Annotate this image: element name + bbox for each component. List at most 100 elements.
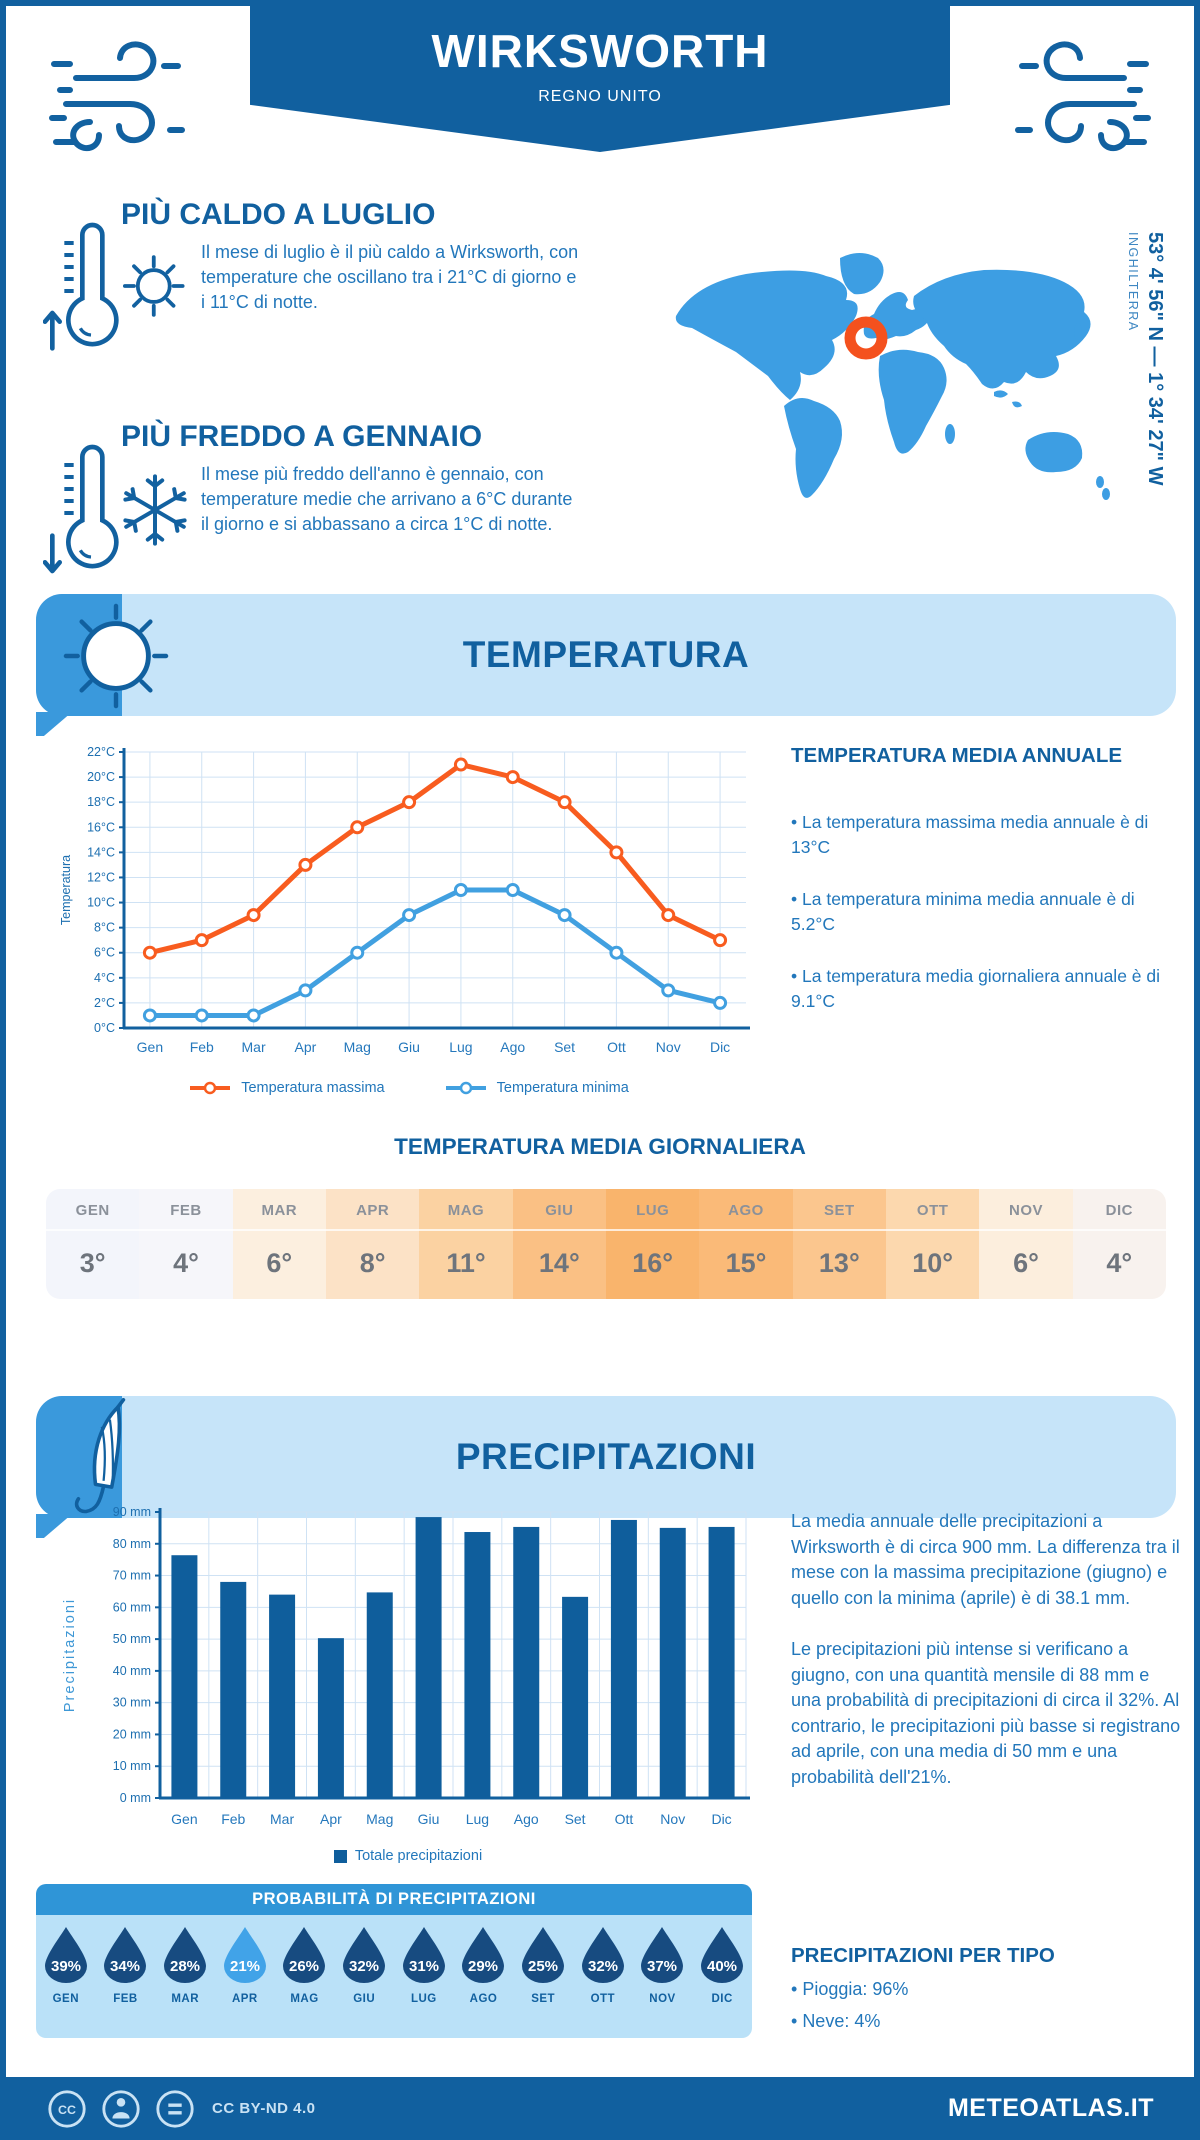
svg-text:34%: 34% <box>110 1958 140 1975</box>
wind-icon <box>1015 41 1151 152</box>
table-value: 4° <box>1106 1248 1133 1278</box>
svg-text:Dic: Dic <box>710 1039 730 1055</box>
droplet-month: AGO <box>469 1993 498 2005</box>
table-column: OTT 10° <box>886 1189 980 1299</box>
daily-temperature-heading: TEMPERATURA MEDIA GIORNALIERA <box>394 1134 806 1159</box>
probability-droplet: 28% MAR <box>155 1925 215 2038</box>
svg-text:8°C: 8°C <box>94 921 115 935</box>
precipitation-by-type-panel: PRECIPITAZIONI PER TIPO Pioggia: 96% Neve… <box>791 1944 1181 2032</box>
table-column: MAR 6° <box>232 1189 326 1299</box>
svg-text:30 mm: 30 mm <box>113 1696 151 1710</box>
droplet-month: MAR <box>171 1993 200 2005</box>
svg-text:29%: 29% <box>468 1958 498 1975</box>
legend-item-total: Totale precipitazioni <box>333 1848 482 1864</box>
svg-text:Apr: Apr <box>320 1811 342 1827</box>
header-banner: WIRKSWORTH REGNO UNITO <box>250 6 950 152</box>
svg-text:Mag: Mag <box>366 1811 393 1827</box>
highlight-coldest-text: Il mese più freddo dell'anno è gennaio, … <box>201 464 573 534</box>
probability-droplet: 31% LUG <box>394 1925 454 2038</box>
svg-text:Precipitazioni: Precipitazioni <box>62 1598 78 1712</box>
droplet-icon: 32% <box>343 1927 386 1983</box>
table-column: APR 8° <box>326 1189 420 1299</box>
site-name: METEOATLAS.IT <box>947 2094 1154 2122</box>
table-column: GEN 3° <box>46 1189 140 1299</box>
droplet-icon: 26% <box>283 1927 326 1983</box>
droplet-month: APR <box>231 1993 258 2005</box>
probability-droplet: 32% GIU <box>334 1925 394 2038</box>
thermometer-down-icon <box>43 444 119 574</box>
table-value: 13° <box>818 1248 860 1278</box>
table-column: LUG 16° <box>606 1189 700 1299</box>
table-value: 16° <box>632 1248 674 1278</box>
svg-text:60 mm: 60 mm <box>113 1600 151 1614</box>
precipitation-paragraph: Le precipitazioni più intense si verific… <box>791 1639 1181 1787</box>
page-title: WIRKSWORTH <box>431 25 769 77</box>
droplet-month: OTT <box>590 1993 616 2005</box>
probability-droplet: 37% NOV <box>633 1925 693 2038</box>
highlight-coldest-title: PIÙ FREDDO A GENNAIO <box>121 420 483 453</box>
droplet-icon: 40% <box>701 1927 744 1983</box>
svg-text:21%: 21% <box>230 1958 260 1975</box>
svg-text:20 mm: 20 mm <box>113 1727 151 1741</box>
svg-text:90 mm: 90 mm <box>113 1505 151 1519</box>
table-value: 10° <box>912 1248 954 1278</box>
probability-heading: PROBABILITÀ DI PRECIPITAZIONI <box>36 1884 752 1915</box>
probability-droplet: 40% DIC <box>692 1925 752 2038</box>
svg-text:70 mm: 70 mm <box>113 1569 151 1583</box>
svg-text:22°C: 22°C <box>87 745 115 759</box>
probability-droplet: 39% GEN <box>36 1925 96 2038</box>
table-value: 6° <box>266 1248 293 1278</box>
umbrella-icon <box>74 1398 126 1514</box>
svg-text:Feb: Feb <box>221 1811 245 1827</box>
svg-text:Giu: Giu <box>398 1039 420 1055</box>
precipitation-chart-legend: Totale precipitazioni <box>58 1848 758 1864</box>
coordinates-text: 53° 4' 56" N — 1° 34' 27" W <box>1144 232 1166 486</box>
svg-text:Mag: Mag <box>344 1039 371 1055</box>
svg-text:Lug: Lug <box>466 1811 489 1827</box>
table-column: AGO 15° <box>699 1189 793 1299</box>
annual-bullet: La temperatura minima media annuale è di… <box>791 887 1179 938</box>
table-column: MAG 11° <box>419 1189 513 1299</box>
droplet-month: LUG <box>410 1993 437 2005</box>
droplet-icon: 29% <box>462 1927 505 1983</box>
svg-text:Nov: Nov <box>656 1039 681 1055</box>
droplet-icon: 31% <box>402 1927 445 1983</box>
highlight-warmest-text: Il mese di luglio è il più caldo a Wirks… <box>201 242 579 312</box>
probability-droplets: 39% GEN 34% FEB 28% MAR 21% APR 26% MAG … <box>36 1915 752 2038</box>
table-column: GIU 14° <box>512 1189 606 1299</box>
table-column: DIC 4° <box>1072 1189 1166 1299</box>
svg-text:Dic: Dic <box>711 1811 731 1827</box>
cc-icon: CC <box>48 2089 86 2128</box>
by-type-items: Pioggia: 96% Neve: 4% <box>791 1979 1181 2032</box>
table-value: 8° <box>359 1248 386 1278</box>
legend-label-min: Temperatura minima <box>496 1080 629 1096</box>
precipitation-probability-box: PROBABILITÀ DI PRECIPITAZIONI 39% GEN 34… <box>36 1884 752 2038</box>
svg-text:10 mm: 10 mm <box>113 1759 151 1773</box>
svg-text:40 mm: 40 mm <box>113 1664 151 1678</box>
table-column: FEB 4° <box>139 1189 233 1299</box>
table-value: 14° <box>538 1248 580 1278</box>
droplet-month: DIC <box>711 1993 733 2005</box>
svg-text:18°C: 18°C <box>87 795 115 809</box>
table-value: 11° <box>446 1248 486 1278</box>
precipitation-paragraph: La media annuale delle precipitazioni a … <box>791 1511 1180 1608</box>
svg-text:28%: 28% <box>170 1958 200 1975</box>
annual-temperature-heading: TEMPERATURA MEDIA ANNUALE <box>791 744 1123 767</box>
table-column: SET 13° <box>792 1189 886 1299</box>
table-month: MAR <box>232 1189 326 1231</box>
sun-icon <box>122 255 185 317</box>
table-month: DIC <box>1072 1189 1166 1231</box>
table-month: LUG <box>606 1189 700 1231</box>
svg-text:Feb: Feb <box>190 1039 214 1055</box>
table-value: 4° <box>173 1248 199 1278</box>
probability-droplet: 29% AGO <box>454 1925 514 2038</box>
legend-item-max: Temperatura massima <box>187 1080 385 1096</box>
droplet-icon: 34% <box>104 1927 147 1983</box>
svg-text:Set: Set <box>565 1811 586 1827</box>
svg-text:Ott: Ott <box>615 1811 634 1827</box>
droplet-icon: 32% <box>581 1927 624 1983</box>
precipitation-banner: PRECIPITAZIONI <box>36 1396 1176 1518</box>
svg-text:32%: 32% <box>349 1958 379 1975</box>
cc-nd-icon <box>156 2089 194 2128</box>
table-value: 15° <box>725 1248 767 1278</box>
